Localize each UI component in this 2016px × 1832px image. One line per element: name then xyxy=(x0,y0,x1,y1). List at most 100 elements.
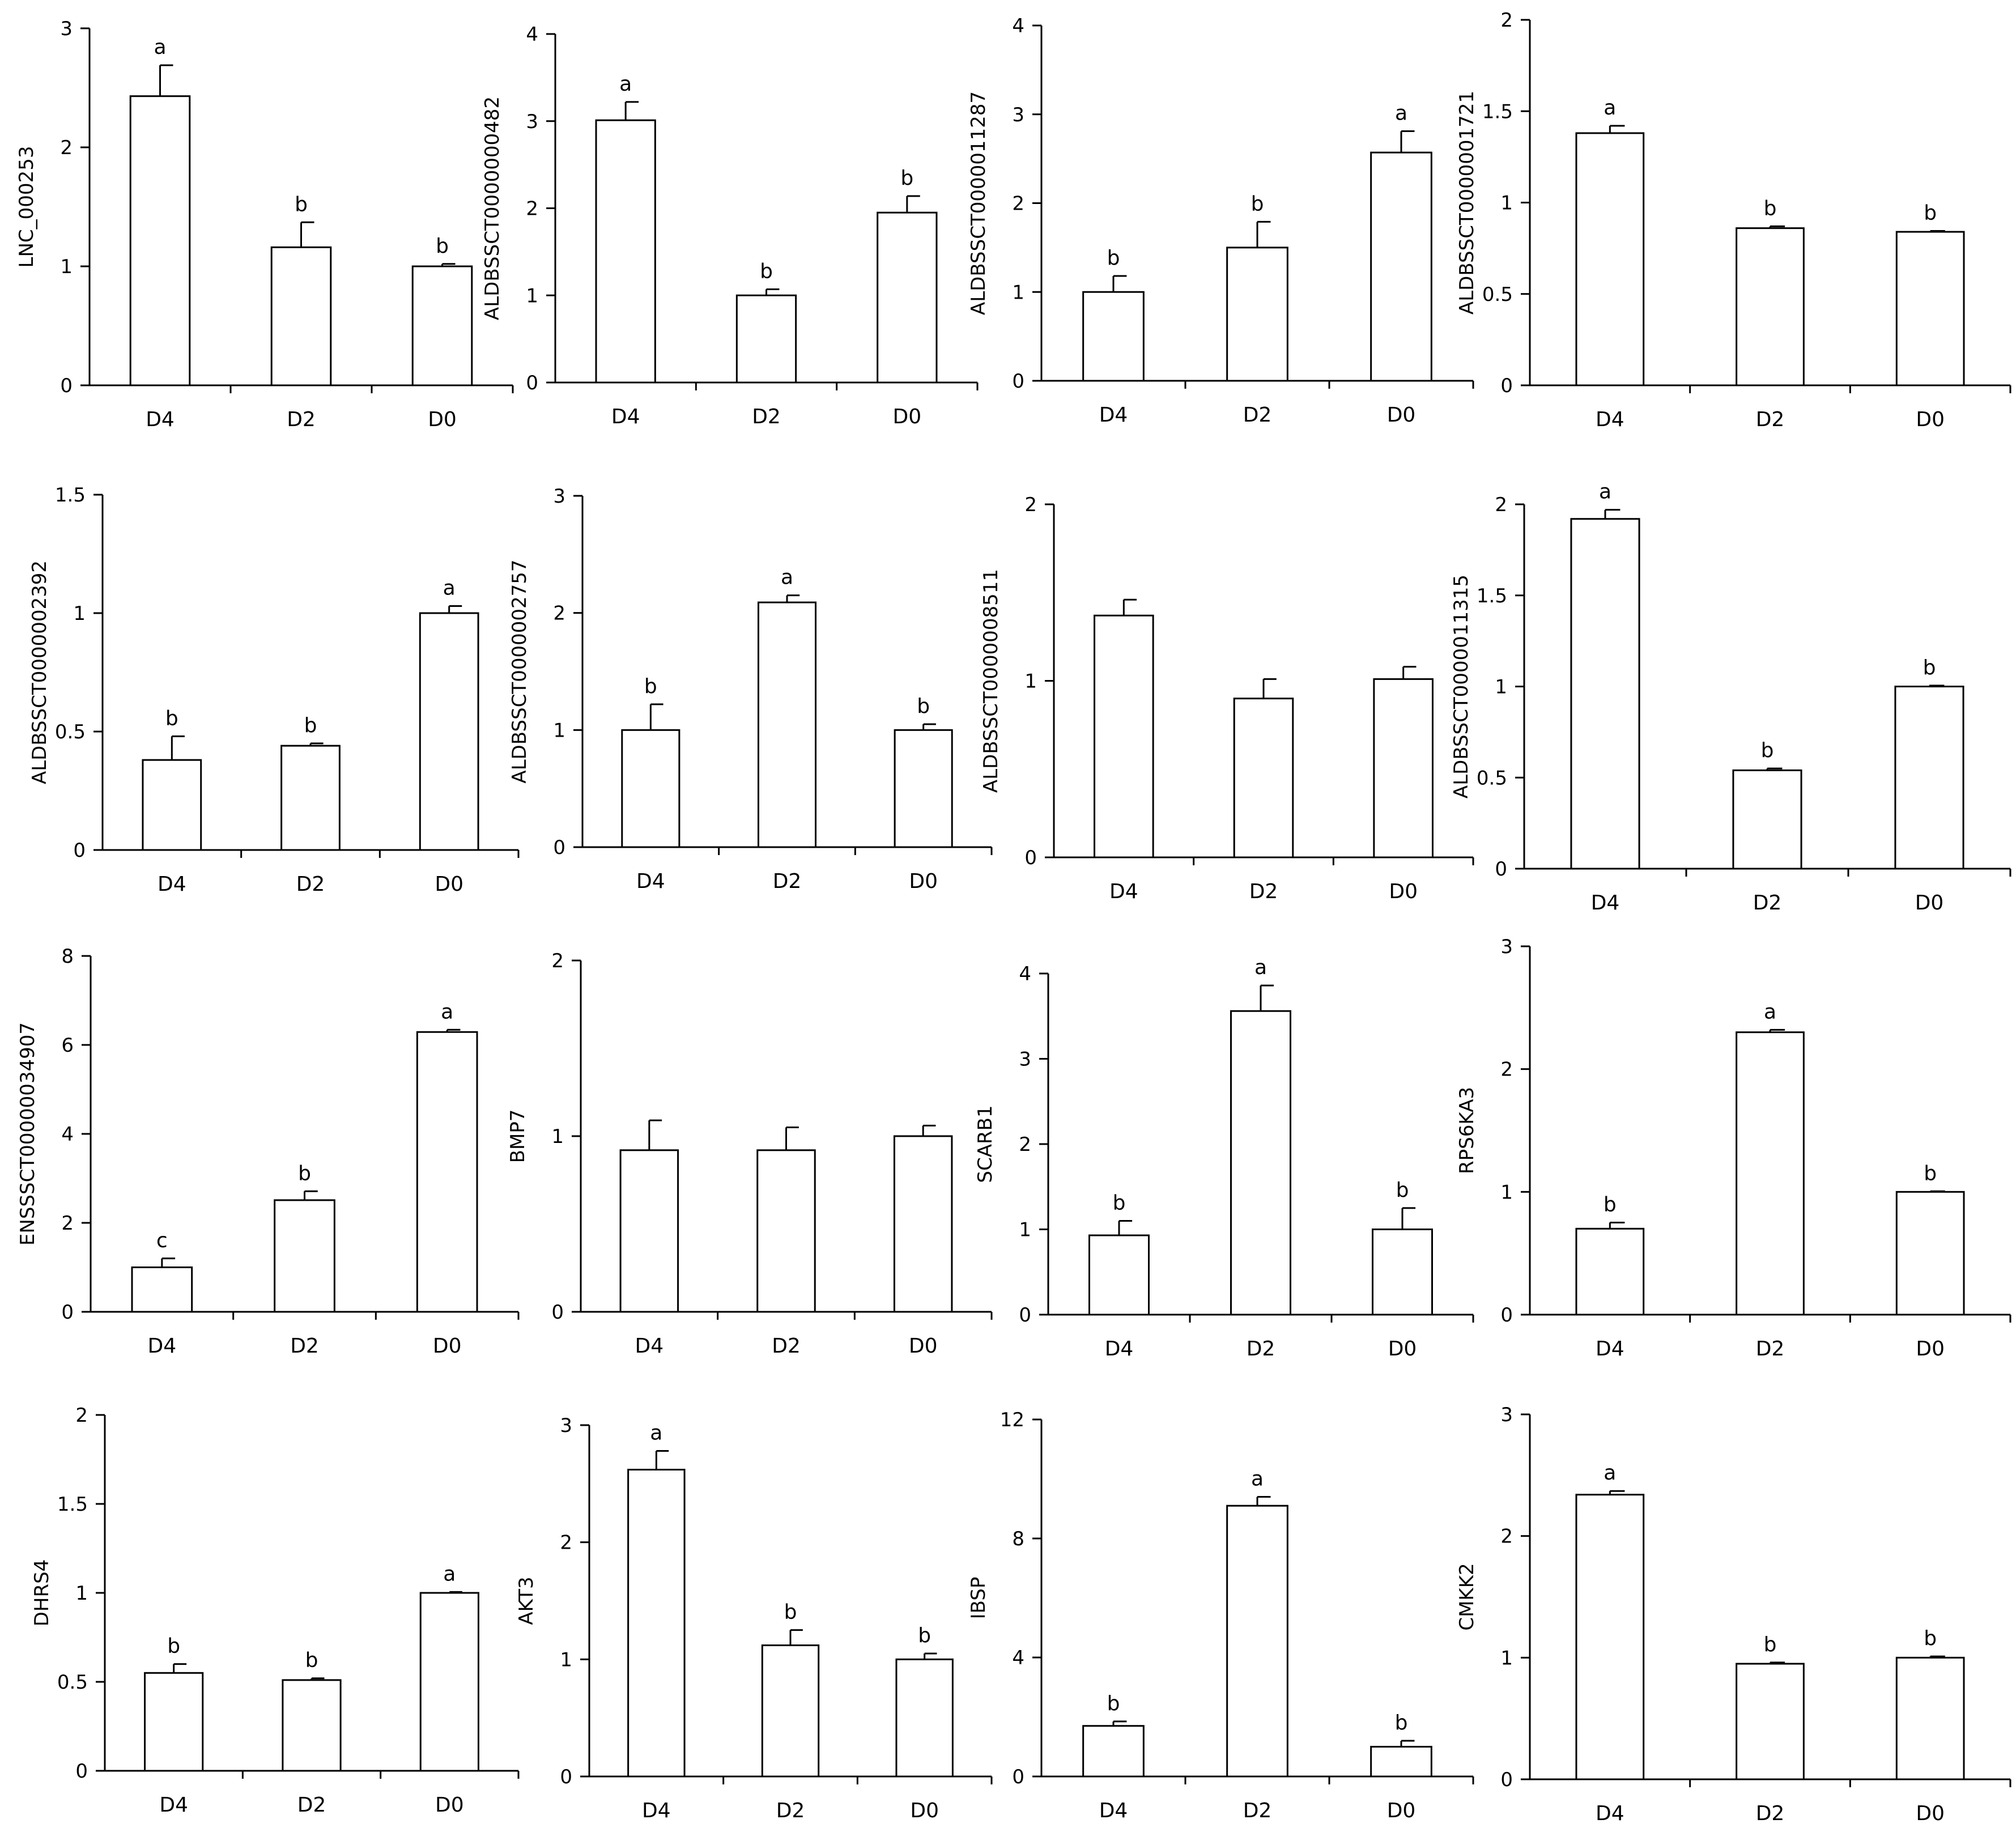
bar xyxy=(1226,1504,1288,1778)
y-axis-label: ALDBSSCT0000002757 xyxy=(508,559,531,783)
y-tick-label: 0 xyxy=(60,375,73,397)
significance-letter: b xyxy=(917,695,930,718)
y-tick-label: 1 xyxy=(1500,192,1513,215)
x-tick-label: D4 xyxy=(611,405,640,428)
bar xyxy=(280,745,341,851)
significance-letter: b xyxy=(1764,1633,1777,1656)
chart-panel: 0 1 2 3 CMKK2 a D4 b D2 b D0 xyxy=(1456,1404,2011,1825)
significance-letter: b xyxy=(918,1624,931,1647)
y-tick-label: 1.5 xyxy=(1482,100,1513,123)
y-tick-label: 0 xyxy=(61,1301,74,1324)
chart-panel: 0 4 8 12 IBSP b D4 a D2 b D0 xyxy=(967,1409,1474,1822)
bar xyxy=(1895,1656,1965,1780)
x-tick-label: D2 xyxy=(296,873,325,896)
x-tick-label: D2 xyxy=(1243,403,1272,427)
y-tick-label: 4 xyxy=(1012,1647,1024,1669)
significance-letter: b xyxy=(644,675,657,698)
bar xyxy=(627,1469,686,1778)
significance-letter: b xyxy=(1396,1179,1409,1202)
bar xyxy=(1575,1227,1645,1316)
y-tick-label: 0 xyxy=(551,1301,564,1324)
bar xyxy=(757,601,817,848)
y-tick-label: 3 xyxy=(553,485,565,508)
y-tick-label: 2 xyxy=(1024,494,1037,516)
bar xyxy=(416,1031,478,1313)
y-tick-label: 12 xyxy=(1000,1409,1024,1431)
x-tick-label: D4 xyxy=(148,1334,177,1358)
y-tick-label: 2 xyxy=(1019,1133,1031,1156)
significance-letter: b xyxy=(1107,1692,1120,1715)
x-tick-label: D4 xyxy=(1596,408,1624,431)
significance-letter: b xyxy=(1924,1162,1937,1185)
x-tick-label: D0 xyxy=(1388,1337,1417,1361)
bar xyxy=(895,1658,954,1778)
x-tick-label: D2 xyxy=(772,1334,801,1358)
bar xyxy=(1082,1725,1145,1778)
significance-letter: a xyxy=(1604,1461,1616,1485)
y-tick-label: 3 xyxy=(1019,1048,1031,1071)
y-tick-label: 1.5 xyxy=(57,1493,88,1516)
y-tick-label: 4 xyxy=(1019,963,1031,985)
x-tick-label: D4 xyxy=(1105,1337,1134,1361)
x-tick-label: D4 xyxy=(1099,403,1128,427)
y-tick-label: 1 xyxy=(551,1125,564,1148)
bar xyxy=(1233,698,1294,858)
y-tick-label: 0 xyxy=(1500,1769,1513,1791)
y-tick-label: 1 xyxy=(553,719,565,742)
y-tick-label: 0.5 xyxy=(57,1671,88,1694)
chart-panel: 0 1 2 3 4 ALDBSSCT0000011287 b D4 b D2 a D0 xyxy=(967,15,1474,427)
y-axis-label: RPS6KA3 xyxy=(1456,1087,1478,1174)
y-axis-label: ALDBSSCT0000011315 xyxy=(1450,575,1473,798)
y-tick-label: 2 xyxy=(553,602,565,625)
y-tick-label: 1 xyxy=(1024,670,1037,693)
bar xyxy=(129,95,191,386)
x-tick-label: D4 xyxy=(1596,1802,1624,1825)
y-tick-label: 1 xyxy=(526,284,538,307)
bar xyxy=(1230,1010,1291,1316)
bar xyxy=(270,246,332,386)
significance-letter: b xyxy=(1924,1627,1937,1650)
bar xyxy=(595,119,656,384)
significance-letter: b xyxy=(305,1649,318,1672)
x-tick-label: D4 xyxy=(636,870,665,893)
x-tick-label: D4 xyxy=(159,1793,188,1817)
bar xyxy=(1082,291,1145,382)
y-tick-label: 3 xyxy=(526,110,538,133)
y-tick-label: 2 xyxy=(1495,494,1507,516)
significance-letter: b xyxy=(1761,739,1774,762)
bar xyxy=(1895,231,1965,386)
y-tick-label: 0 xyxy=(560,1766,572,1788)
x-tick-label: D0 xyxy=(1916,1802,1945,1825)
bar xyxy=(735,294,797,384)
chart-panel: 0 0.5 1 1.5 2 ALDBSSCT0000011315 a D4 b D2 b D0 xyxy=(1450,481,2011,915)
y-tick-label: 1 xyxy=(60,256,73,278)
chart-panel: 0 1 2 3 4 ALDBSSCT0000000482 a D4 b D2 b D0 xyxy=(481,23,979,428)
y-tick-label: 2 xyxy=(1012,193,1024,215)
chart-panel: 0 0.5 1 1.5 2 DHRS4 b D4 b D2 a D0 xyxy=(31,1404,520,1817)
x-tick-label: D0 xyxy=(893,405,922,428)
y-tick-label: 2 xyxy=(526,198,538,220)
x-tick-label: D2 xyxy=(1756,1337,1785,1361)
x-tick-label: D2 xyxy=(287,408,316,431)
bar xyxy=(142,759,202,851)
y-axis-label: ENSSSCT00000034907 xyxy=(16,1022,39,1246)
bar xyxy=(1373,678,1434,858)
bar xyxy=(1575,132,1645,386)
bar xyxy=(274,1199,335,1313)
x-tick-label: D0 xyxy=(1387,403,1416,427)
y-tick-label: 0 xyxy=(1012,370,1024,393)
y-tick-label: 2 xyxy=(1500,1525,1513,1548)
significance-letter: b xyxy=(298,1162,311,1185)
x-tick-label: D2 xyxy=(1756,1802,1785,1825)
y-tick-label: 0 xyxy=(526,372,538,394)
x-tick-label: D4 xyxy=(146,408,175,431)
significance-letter: a xyxy=(1599,481,1611,504)
bar xyxy=(144,1672,204,1772)
bar xyxy=(1370,151,1432,382)
significance-letter: b xyxy=(295,193,308,216)
x-tick-label: D2 xyxy=(290,1334,319,1358)
bar xyxy=(756,1149,816,1313)
x-tick-label: D0 xyxy=(1915,891,1944,915)
y-tick-label: 1 xyxy=(1500,1647,1513,1669)
